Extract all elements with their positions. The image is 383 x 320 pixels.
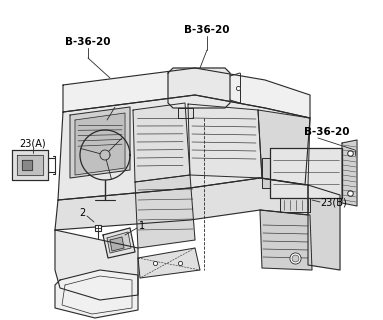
Text: B-36-20: B-36-20 [184, 25, 230, 35]
Polygon shape [280, 198, 310, 212]
Polygon shape [188, 104, 262, 178]
Text: B-36-20: B-36-20 [304, 127, 350, 137]
Polygon shape [17, 155, 43, 175]
Text: 2: 2 [79, 208, 85, 218]
Polygon shape [55, 270, 138, 318]
Polygon shape [107, 232, 131, 253]
Polygon shape [70, 107, 130, 178]
Text: 23(A): 23(A) [20, 138, 46, 148]
Polygon shape [308, 185, 340, 270]
Text: 1: 1 [139, 221, 145, 231]
Text: B-36-20: B-36-20 [65, 37, 111, 47]
Polygon shape [110, 237, 124, 251]
Polygon shape [103, 228, 135, 258]
Polygon shape [133, 103, 190, 182]
Polygon shape [55, 230, 138, 300]
Polygon shape [55, 178, 308, 230]
Polygon shape [138, 248, 200, 278]
Text: 23(B): 23(B) [321, 197, 347, 207]
Polygon shape [260, 210, 312, 270]
Polygon shape [135, 175, 195, 248]
Polygon shape [58, 95, 310, 200]
Polygon shape [270, 148, 342, 198]
Polygon shape [342, 140, 357, 206]
Polygon shape [63, 68, 310, 118]
Polygon shape [258, 110, 310, 185]
Polygon shape [22, 160, 32, 170]
Polygon shape [12, 150, 48, 180]
Polygon shape [178, 108, 193, 118]
Polygon shape [262, 158, 270, 188]
Polygon shape [75, 113, 125, 175]
Polygon shape [168, 68, 230, 108]
